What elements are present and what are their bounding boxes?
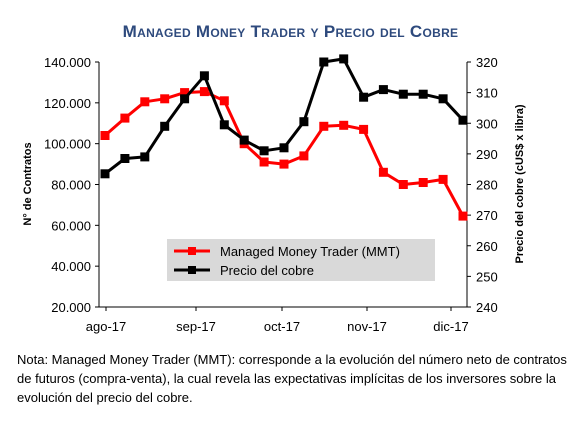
right-tick-label: 240	[476, 300, 498, 315]
data-point-copper	[339, 54, 349, 64]
data-point-copper	[160, 121, 170, 131]
left-tick-label: 120.000	[44, 96, 91, 111]
data-point-copper	[398, 89, 408, 99]
right-tick-label: 290	[476, 147, 498, 162]
right-tick-label: 310	[476, 86, 498, 101]
left-tick-label: 140.000	[44, 55, 91, 70]
right-axis-ticks: 240 250 260 270 280 290 300 310 320	[467, 55, 498, 315]
left-tick-label: 40.000	[51, 259, 91, 274]
left-tick-label: 20.000	[51, 300, 91, 315]
series-line-mmt	[104, 90, 465, 217]
data-point-copper	[140, 152, 150, 162]
data-point-mmt	[259, 157, 269, 167]
right-tick-label: 320	[476, 55, 498, 70]
data-point-mmt	[398, 180, 408, 189]
x-axis-ticks: ago-17 sep-17 oct-17 nov-17 dic-17	[86, 307, 469, 334]
data-point-copper	[319, 57, 329, 67]
chart-title: Managed Money Trader y Precio del Cobre	[122, 22, 459, 41]
legend-label-mmt: Managed Money Trader (MMT)	[220, 244, 400, 259]
right-tick-label: 270	[476, 208, 498, 223]
data-point-mmt	[359, 124, 369, 134]
legend-marker-mmt	[188, 247, 196, 255]
data-point-copper	[239, 135, 249, 145]
data-point-copper	[259, 146, 269, 156]
data-point-mmt	[180, 88, 190, 98]
legend: Managed Money Trader (MMT) Precio del co…	[167, 239, 435, 281]
data-point-mmt	[120, 113, 130, 123]
x-tick-label: nov-17	[347, 319, 387, 334]
right-axis-title: Precio del cobre (cUS$ x libra)	[514, 104, 526, 263]
data-point-mmt	[339, 120, 349, 130]
data-point-copper	[418, 89, 428, 99]
data-point-mmt	[319, 121, 329, 131]
legend-marker-copper	[188, 266, 196, 274]
data-point-copper	[100, 169, 110, 179]
right-tick-label: 280	[476, 178, 498, 193]
x-tick-label: dic-17	[433, 319, 468, 334]
data-point-copper	[438, 94, 448, 104]
data-point-mmt	[219, 96, 229, 106]
right-tick-label: 300	[476, 116, 498, 131]
data-point-mmt	[160, 94, 170, 104]
left-tick-label: 100.000	[44, 137, 91, 152]
series-line-copper	[104, 57, 465, 175]
data-point-copper	[120, 154, 130, 163]
data-point-copper	[180, 94, 190, 104]
data-point-mmt	[378, 167, 388, 177]
data-point-mmt	[438, 174, 448, 184]
data-point-mmt	[140, 97, 150, 107]
data-point-copper	[279, 143, 289, 153]
left-tick-label: 60.000	[51, 218, 91, 233]
series-layer	[100, 54, 468, 221]
dual-axis-line-chart: 20.000 40.000 60.000 80.000 100.000 120.000 14…	[22, 54, 526, 334]
data-point-copper	[199, 71, 209, 81]
data-point-copper	[299, 117, 309, 127]
x-tick-label: ago-17	[86, 319, 126, 334]
chart-note: Nota: Managed Money Trader (MMT): corres…	[17, 352, 567, 405]
data-point-mmt	[279, 159, 289, 169]
left-axis-ticks: 20.000 40.000 60.000 80.000 100.000 120.000 14…	[44, 55, 99, 315]
data-point-copper	[359, 92, 369, 102]
left-axis-title: N° de Contratos	[22, 142, 34, 225]
right-tick-label: 250	[476, 269, 498, 284]
data-point-copper	[378, 85, 388, 95]
data-point-mmt	[458, 211, 468, 221]
legend-label-copper: Precio del cobre	[220, 263, 314, 278]
left-tick-label: 80.000	[51, 178, 91, 193]
x-tick-label: oct-17	[264, 319, 300, 334]
data-point-mmt	[418, 178, 428, 187]
legend-box	[167, 239, 435, 281]
data-point-mmt	[299, 151, 309, 161]
right-tick-label: 260	[476, 239, 498, 254]
data-point-mmt	[100, 131, 110, 140]
x-tick-label: sep-17	[176, 319, 216, 334]
data-point-copper	[219, 120, 229, 130]
data-point-copper	[458, 115, 468, 125]
data-point-mmt	[199, 87, 209, 97]
